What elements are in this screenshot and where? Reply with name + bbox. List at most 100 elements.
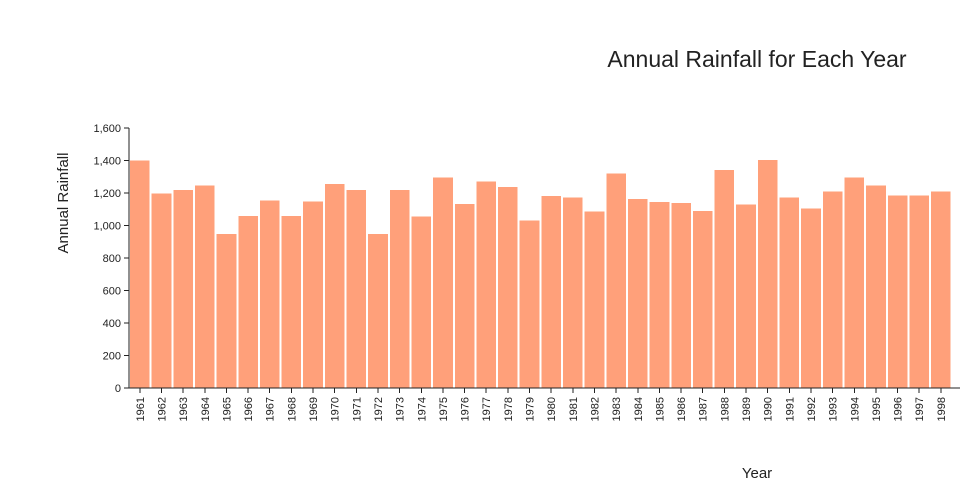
y-tick-label: 200 (103, 351, 121, 363)
x-tick-label: 1972 (373, 397, 385, 421)
bar-1998 (931, 191, 951, 388)
bar-1992 (801, 208, 821, 388)
x-tick-label: 1961 (135, 397, 147, 421)
bar-1968 (281, 215, 302, 388)
bar-1984 (627, 199, 648, 388)
bar-1997 (909, 195, 930, 388)
x-tick: 1996 (893, 388, 905, 421)
x-tick: 1989 (741, 388, 753, 421)
x-tick-label: 1976 (460, 397, 472, 421)
bar-1981 (563, 197, 583, 388)
x-tick-label: 1991 (784, 397, 796, 421)
y-tick: 1,200 (93, 188, 129, 200)
x-tick-label: 1975 (438, 397, 450, 421)
x-tick: 1998 (936, 388, 948, 421)
x-tick-label: 1980 (546, 397, 558, 421)
x-tick-label: 1973 (395, 397, 407, 421)
x-tick-label: 1992 (806, 397, 818, 421)
bar-1986 (671, 202, 691, 388)
y-tick: 200 (103, 351, 129, 363)
y-tick-label: 400 (103, 318, 121, 330)
x-tick: 1961 (135, 388, 147, 421)
x-tick: 1986 (676, 388, 688, 421)
bar-1962 (151, 193, 172, 388)
x-tick: 1985 (654, 388, 666, 421)
bar-1990 (757, 160, 778, 388)
x-tick-label: 1969 (308, 397, 320, 421)
bar-1963 (173, 189, 193, 388)
x-tick-label: 1989 (741, 397, 753, 421)
x-tick: 1984 (633, 388, 645, 421)
x-tick: 1991 (784, 388, 796, 421)
bar-1985 (649, 201, 670, 388)
y-tick: 1,600 (93, 123, 129, 135)
x-tick: 1997 (914, 388, 926, 421)
bar-1966 (238, 216, 258, 388)
x-tick-label: 1997 (914, 397, 926, 421)
x-tick-label: 1996 (893, 397, 905, 421)
x-tick-label: 1998 (936, 397, 948, 421)
y-tick: 1,000 (93, 221, 129, 233)
x-tick-label: 1982 (589, 397, 601, 421)
bar-1972 (368, 233, 388, 388)
y-tick-label: 0 (115, 383, 121, 395)
bar-1982 (584, 211, 605, 388)
x-tick-label: 1964 (200, 397, 212, 421)
x-tick-label: 1993 (828, 397, 840, 421)
bar-1971 (346, 190, 367, 388)
bar-1996 (887, 195, 908, 388)
x-tick: 1995 (871, 388, 883, 421)
y-tick: 1,400 (93, 156, 129, 168)
x-tick-label: 1974 (416, 397, 428, 421)
x-tick-label: 1965 (221, 397, 233, 421)
y-tick-label: 1,400 (93, 156, 121, 168)
x-tick: 1964 (200, 388, 212, 421)
x-tick: 1982 (589, 388, 601, 421)
y-axis-title: Annual Rainfall (55, 153, 72, 254)
x-tick: 1966 (243, 388, 255, 421)
bar-1974 (411, 216, 432, 388)
x-tick: 1962 (156, 388, 168, 421)
x-tick-label: 1970 (330, 397, 342, 421)
x-tick-label: 1968 (286, 397, 298, 421)
x-tick-label: 1971 (351, 397, 363, 421)
x-tick: 1988 (719, 388, 731, 421)
bar-1978 (498, 186, 518, 388)
y-tick: 600 (103, 286, 129, 298)
bar-1983 (606, 173, 626, 388)
x-tick: 1992 (806, 388, 818, 421)
bar-1976 (454, 204, 475, 388)
x-tick: 1981 (568, 388, 580, 421)
y-tick-label: 600 (103, 286, 121, 298)
x-tick: 1987 (698, 388, 710, 421)
x-tick: 1976 (460, 388, 472, 421)
x-tick: 1994 (849, 388, 861, 421)
y-tick-label: 1,600 (93, 123, 121, 135)
y-tick-label: 800 (103, 253, 121, 265)
x-tick-label: 1979 (525, 397, 537, 421)
x-tick-label: 1983 (611, 397, 623, 421)
plot-area: 0 200 400 600 800 1,000 1,200 1,400 1,600 1961 196… (93, 123, 960, 421)
bar-1961 (130, 160, 150, 388)
x-tick: 1968 (286, 388, 298, 421)
x-tick: 1971 (351, 388, 363, 421)
bar-1987 (692, 211, 713, 388)
x-tick: 1969 (308, 388, 320, 421)
bar-1975 (433, 177, 453, 388)
x-tick-label: 1967 (265, 397, 277, 421)
x-tick-label: 1981 (568, 397, 580, 421)
bar-1980 (541, 195, 561, 388)
x-tick: 1983 (611, 388, 623, 421)
x-tick: 1967 (265, 388, 277, 421)
x-tick-label: 1994 (849, 397, 861, 421)
x-tick: 1965 (221, 388, 233, 421)
x-tick: 1970 (330, 388, 342, 421)
x-tick: 1972 (373, 388, 385, 421)
bar-1989 (736, 204, 756, 388)
x-tick-label: 1986 (676, 397, 688, 421)
y-tick-label: 1,000 (93, 221, 121, 233)
x-tick-label: 1990 (763, 397, 775, 421)
bar-1967 (259, 200, 280, 388)
bar-1991 (779, 197, 800, 388)
